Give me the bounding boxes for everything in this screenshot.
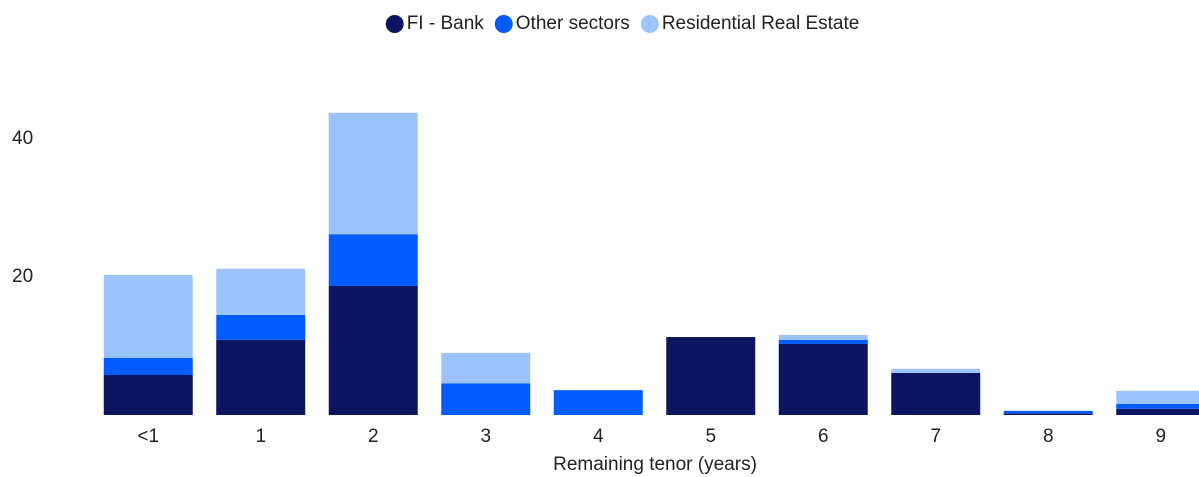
bar-segment [103,274,193,358]
y-tick-label: 40 [12,128,33,149]
bar-segment [441,383,531,415]
bar-segment [216,268,306,315]
y-tick-label: 20 [12,266,33,287]
bar-segment [1003,413,1093,415]
bar-segment [441,352,531,384]
bar-segment [1116,408,1199,415]
x-tick-label: 8 [1043,426,1054,447]
legend-label: FI - Bank [407,13,485,34]
bar-segment [778,343,868,415]
bar-segment [778,334,868,340]
bar-segment [216,339,306,415]
bar-segment [778,339,868,344]
legend-marker [640,15,659,33]
bar-segment [103,374,193,415]
x-axis-label: Remaining tenor (years) [553,454,757,475]
bar-segment [328,112,418,235]
x-tick-label: 4 [593,426,604,447]
x-tick-label: 7 [930,426,941,447]
bar-segment [328,285,418,415]
bar-segment [103,357,193,375]
bar-segment [553,390,643,415]
bar-segment [891,368,981,373]
bar-segment [1003,410,1093,414]
x-tick-label: 6 [818,426,829,447]
x-tick-label: <1 [137,426,159,447]
x-tick-label: 3 [480,426,491,447]
bar-segment [666,337,756,415]
x-tick-label: 2 [368,426,379,447]
legend-marker [385,15,404,33]
x-tick-label: 5 [705,426,716,447]
legend-label: Other sectors [516,13,630,34]
bar-segment [891,372,981,415]
bar-segment [328,234,418,286]
x-tick-label: 9 [1155,426,1166,447]
legend-marker [494,15,513,33]
x-tick-label: 1 [255,426,266,447]
bar-segment [1116,390,1199,404]
bar-segment [216,314,306,340]
legend-label: Residential Real Estate [662,13,860,34]
bar-segment [1116,403,1199,409]
